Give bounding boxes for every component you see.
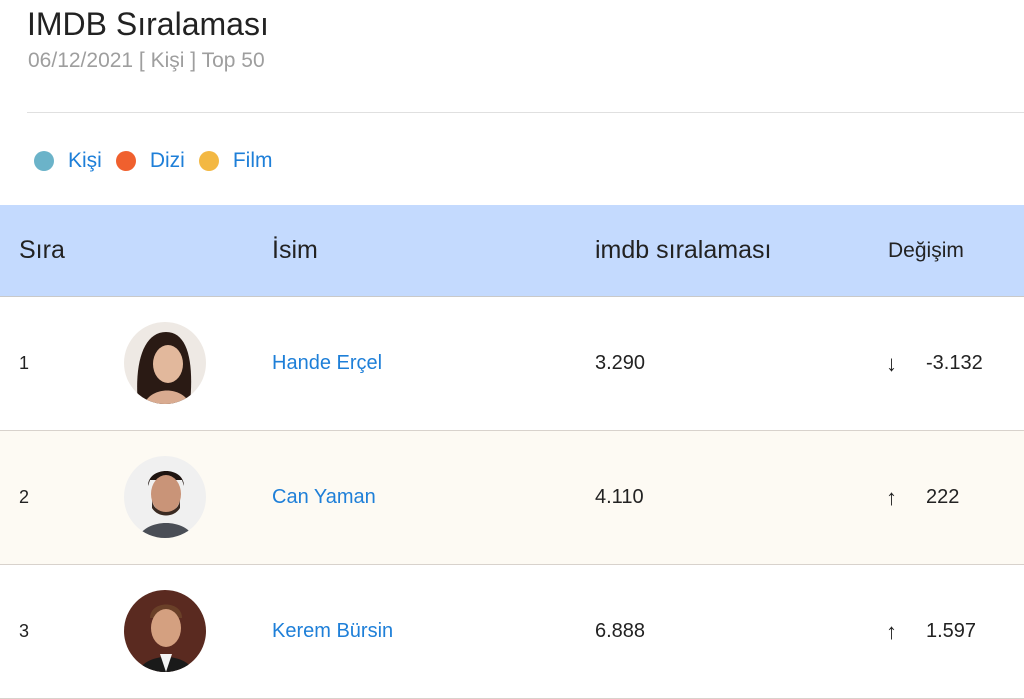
person-name-link[interactable]: Hande Erçel [272, 352, 383, 374]
table-header: Sıra İsim imdb sıralaması Değişim [0, 205, 1024, 297]
legend-item-film[interactable]: Film [198, 149, 273, 173]
rank: 2 [19, 487, 30, 507]
rank: 3 [19, 621, 30, 641]
legend: Kişi Dizi Film [34, 149, 287, 173]
legend-label: Dizi [149, 149, 185, 172]
avatar [124, 322, 206, 404]
legend-item-kisi[interactable]: Kişi [34, 149, 102, 173]
imdb-rank: 4.110 [595, 486, 644, 508]
dot-icon [34, 151, 54, 171]
divider [27, 112, 1024, 113]
arrow-up-icon: ↑ [886, 618, 897, 644]
column-header-imdb[interactable]: imdb sıralaması [595, 236, 772, 264]
imdb-rank: 6.888 [595, 620, 646, 642]
arrow-down-icon: ↓ [886, 350, 897, 376]
dot-icon [115, 151, 136, 171]
change-value: 222 [926, 486, 960, 508]
column-header-change[interactable]: Değişim [888, 238, 964, 262]
avatar [124, 590, 206, 672]
table-row[interactable]: 1 Hande Erçel 3.290 ↓ -3.132 [0, 297, 1024, 431]
person-name-link[interactable]: Kerem Bürsin [272, 620, 394, 642]
change-value: 1.597 [926, 620, 977, 642]
page-title: IMDB Sıralaması [27, 6, 269, 42]
arrow-up-icon: ↑ [886, 484, 897, 510]
dot-icon [198, 151, 219, 171]
person-name-link[interactable]: Can Yaman [272, 486, 376, 508]
legend-label: Kişi [68, 149, 102, 172]
column-header-name[interactable]: İsim [272, 236, 318, 264]
avatar [124, 456, 206, 538]
page-subtitle: 06/12/2021 [ Kişi ] Top 50 [28, 49, 265, 72]
table-row[interactable]: 2 Can Yaman 4.110 ↑ 222 [0, 431, 1024, 565]
change-value: -3.132 [926, 352, 983, 374]
imdb-rank: 3.290 [595, 352, 646, 374]
rank: 1 [19, 353, 30, 373]
legend-label: Film [232, 149, 273, 172]
column-header-rank[interactable]: Sıra [19, 236, 65, 264]
legend-item-dizi[interactable]: Dizi [115, 149, 185, 173]
table-row[interactable]: 3 Kerem Bürsin 6.888 ↑ 1.597 [0, 565, 1024, 699]
